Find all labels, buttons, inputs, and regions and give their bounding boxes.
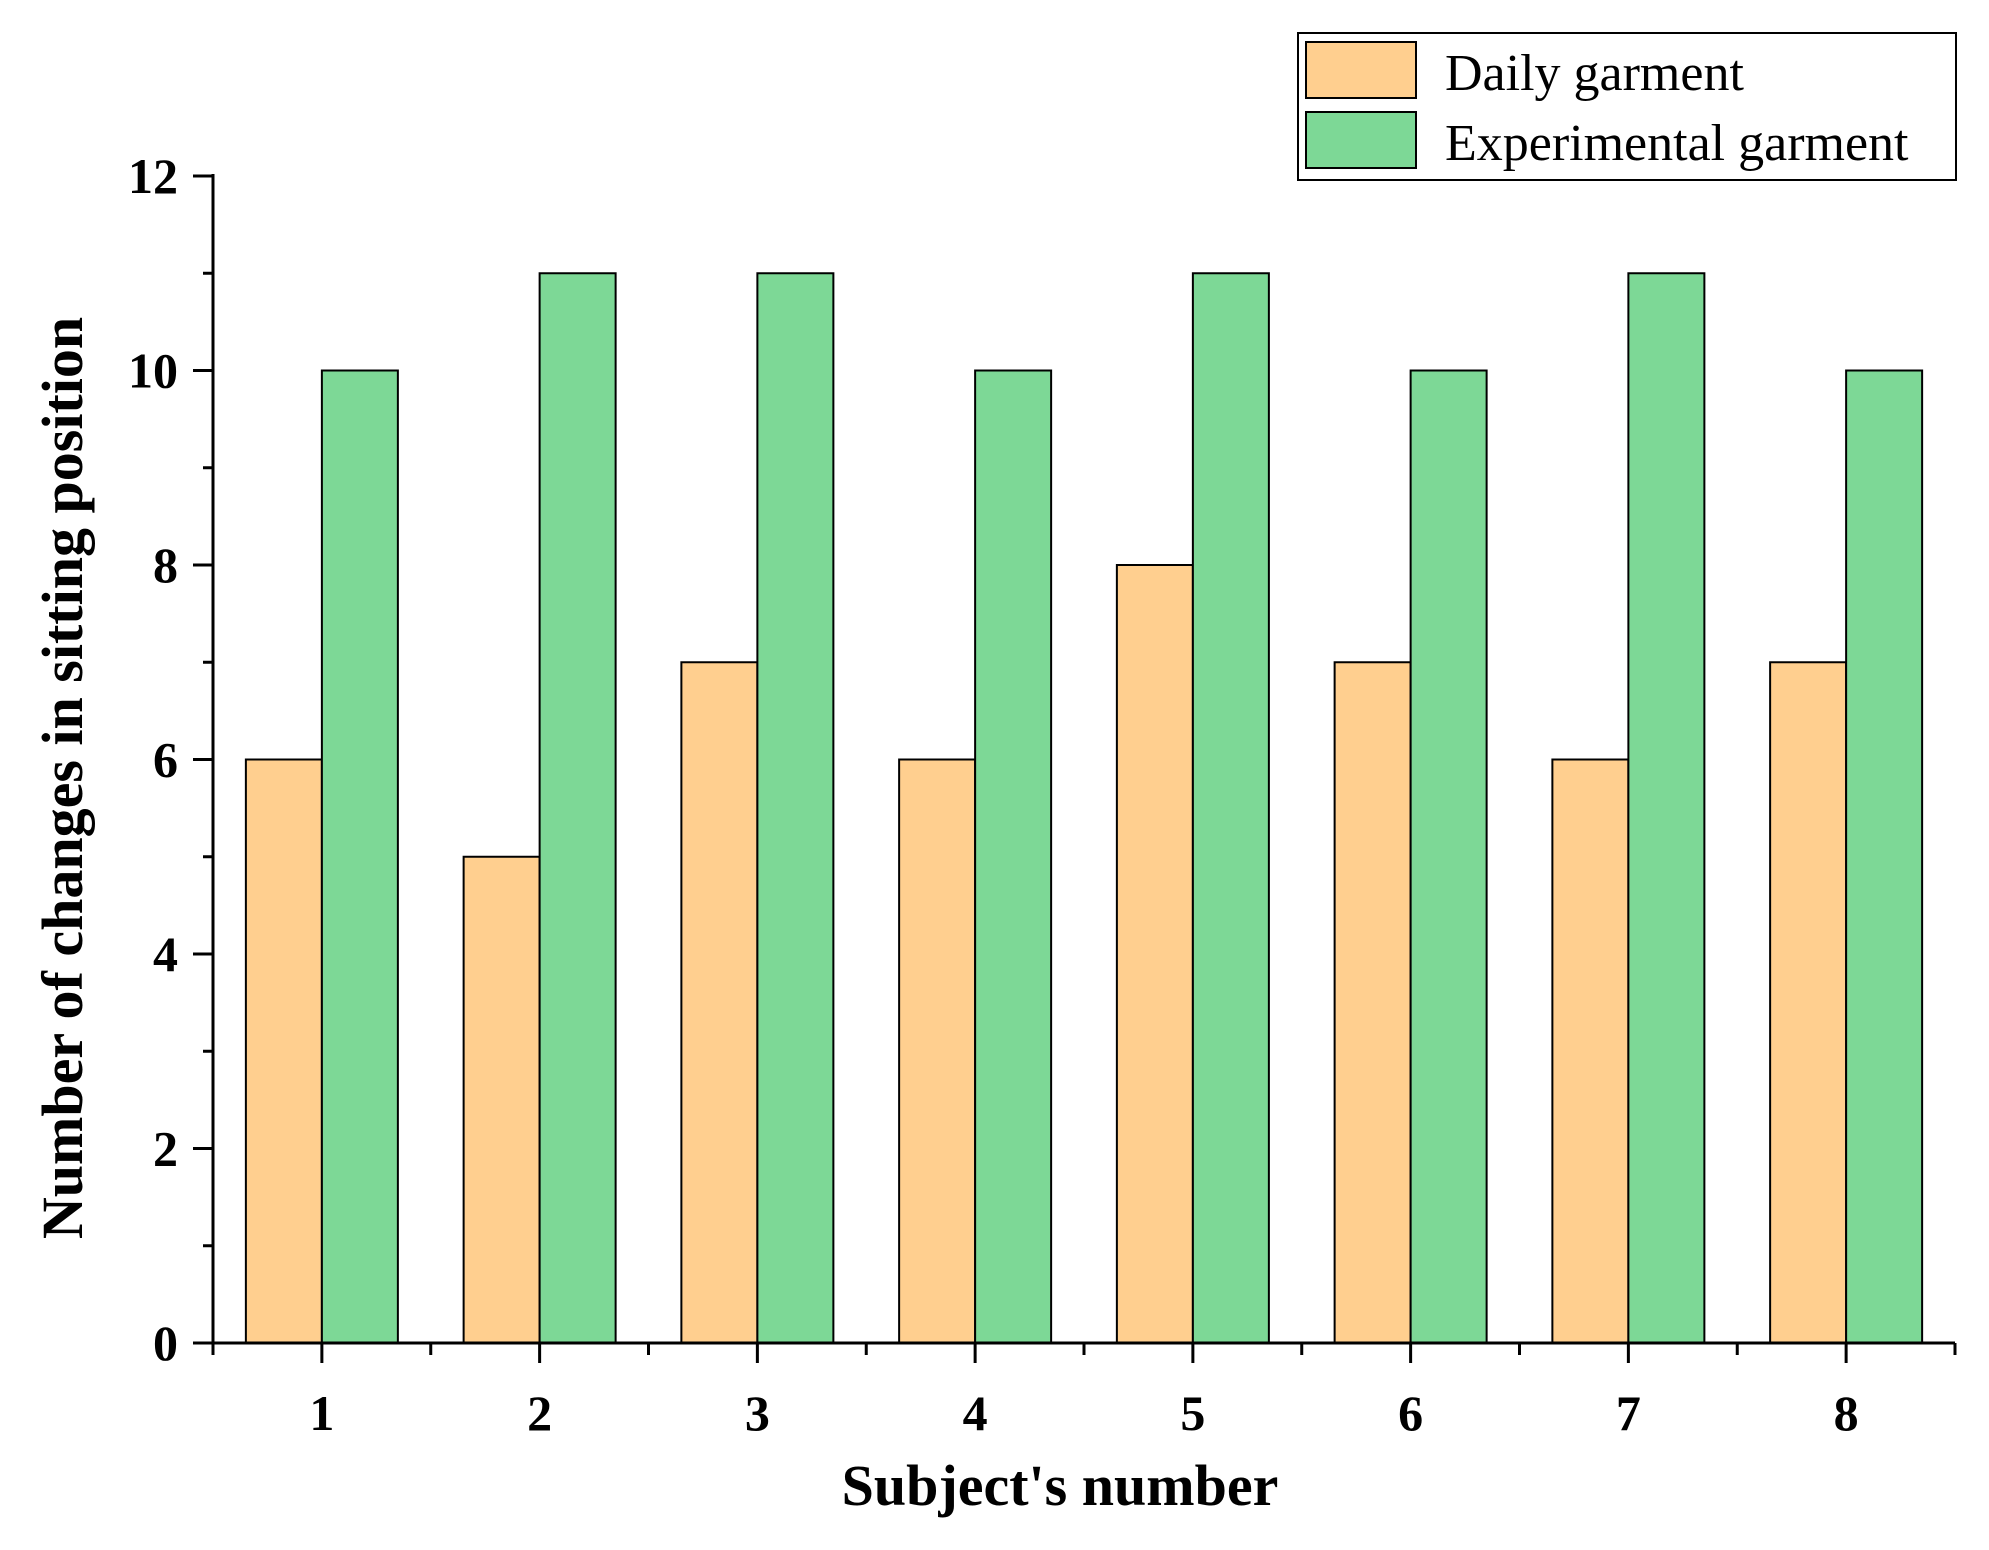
y-tick-label-4: 4 bbox=[153, 926, 178, 982]
bar-experimental-subject-8 bbox=[1845, 369, 1924, 1344]
y-tick-label-8: 8 bbox=[153, 537, 178, 593]
bar-daily-subject-2 bbox=[462, 855, 541, 1344]
bar-daily-subject-4 bbox=[898, 758, 977, 1344]
y-tick-label-12: 12 bbox=[128, 148, 178, 204]
bar-daily-subject-5 bbox=[1115, 564, 1194, 1344]
x-tick-label-2: 2 bbox=[527, 1385, 552, 1441]
x-axis-title: Subject's number bbox=[842, 1453, 1279, 1518]
bar-experimental-subject-3 bbox=[756, 272, 835, 1344]
x-tick-label-6: 6 bbox=[1398, 1385, 1423, 1441]
y-tick-label-0: 0 bbox=[153, 1315, 178, 1371]
bar-daily-subject-6 bbox=[1333, 661, 1412, 1344]
x-tick-label-1: 1 bbox=[309, 1385, 334, 1441]
x-tick-label-3: 3 bbox=[745, 1385, 770, 1441]
legend-swatch-experimental-garment bbox=[1305, 111, 1417, 169]
bar-experimental-subject-1 bbox=[320, 369, 399, 1344]
x-tick-label-7: 7 bbox=[1616, 1385, 1641, 1441]
legend: Daily garment Experimental garment bbox=[1297, 32, 1957, 181]
bar-daily-subject-3 bbox=[680, 661, 759, 1344]
y-tick-label-6: 6 bbox=[153, 732, 178, 788]
labels-layer: Subject's number Number of changes in si… bbox=[30, 317, 1278, 1518]
legend-label-experimental-garment: Experimental garment bbox=[1445, 115, 1909, 172]
x-tick-label-8: 8 bbox=[1834, 1385, 1859, 1441]
bar-experimental-subject-4 bbox=[974, 369, 1053, 1344]
y-tick-label-10: 10 bbox=[128, 343, 178, 399]
bar-daily-subject-7 bbox=[1551, 758, 1630, 1344]
bar-experimental-subject-5 bbox=[1191, 272, 1270, 1344]
bar-daily-subject-8 bbox=[1769, 661, 1848, 1344]
y-tick-label-2: 2 bbox=[153, 1121, 178, 1177]
bar-daily-subject-1 bbox=[244, 758, 323, 1344]
bar-experimental-subject-2 bbox=[538, 272, 617, 1344]
bar-experimental-subject-7 bbox=[1627, 272, 1706, 1344]
bars-layer bbox=[244, 272, 1924, 1344]
bar-experimental-subject-6 bbox=[1409, 369, 1488, 1344]
y-axis-title: Number of changes in sitting position bbox=[30, 317, 95, 1239]
legend-swatch-daily-garment bbox=[1305, 41, 1417, 99]
x-tick-label-4: 4 bbox=[963, 1385, 988, 1441]
x-tick-label-5: 5 bbox=[1180, 1385, 1205, 1441]
legend-label-daily-garment: Daily garment bbox=[1445, 45, 1744, 102]
